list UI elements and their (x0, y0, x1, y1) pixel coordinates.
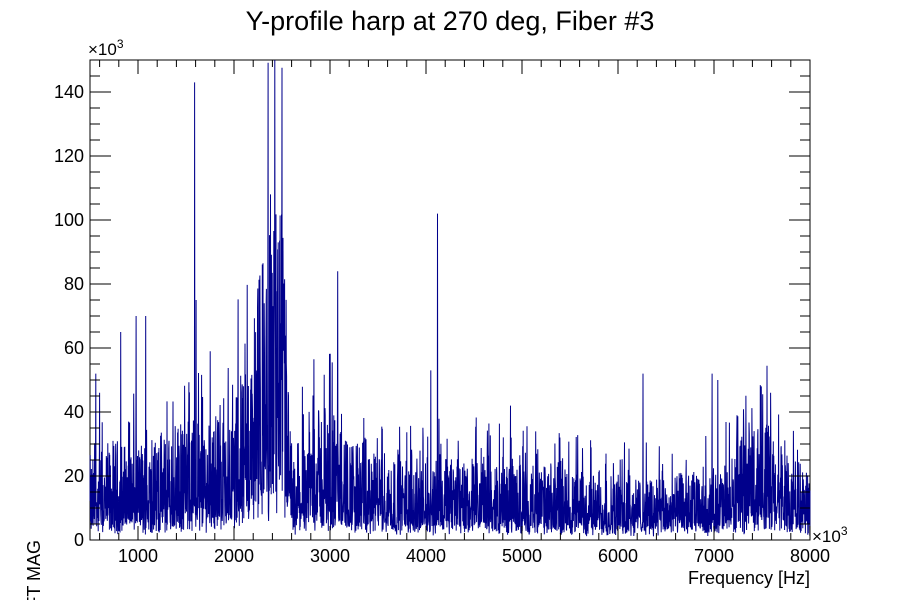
x-tick-label: 8000 (790, 546, 830, 566)
axis-ticks (90, 59, 811, 541)
chart-title: Y-profile harp at 270 deg, Fiber #3 (246, 6, 655, 36)
x-axis-label: Frequency [Hz] (688, 568, 810, 588)
y-tick-label: 0 (74, 530, 84, 550)
y-tick-label: 100 (54, 210, 84, 230)
x-multiplier-exponent: 3 (841, 524, 848, 538)
x-tick-label: 7000 (694, 546, 734, 566)
y-tick-label: 140 (54, 82, 84, 102)
y-tick-label: 40 (64, 402, 84, 422)
x-tick-label: 5000 (502, 546, 542, 566)
y-tick-label: 20 (64, 466, 84, 486)
tick-labels: 1000 2000 3000 4000 5000 6000 7000 8000 0 20 40 60 8… (54, 82, 830, 566)
y-tick-label: 120 (54, 146, 84, 166)
fft-series-line (89, 59, 811, 537)
x-tick-label: 4000 (406, 546, 446, 566)
y-tick-label: 60 (64, 338, 84, 358)
x-tick-label: 2000 (214, 546, 254, 566)
y-multiplier-exponent: 3 (117, 37, 124, 51)
x-tick-label: 1000 (118, 546, 158, 566)
x-tick-label: 3000 (310, 546, 350, 566)
y-axis-label: FFT MAG (24, 540, 44, 600)
y-tick-label: 80 (64, 274, 84, 294)
x-multiplier: ×103 (812, 524, 848, 546)
x-tick-label: 6000 (598, 546, 638, 566)
y-multiplier: ×103 (88, 37, 124, 59)
fft-trace (89, 59, 811, 537)
